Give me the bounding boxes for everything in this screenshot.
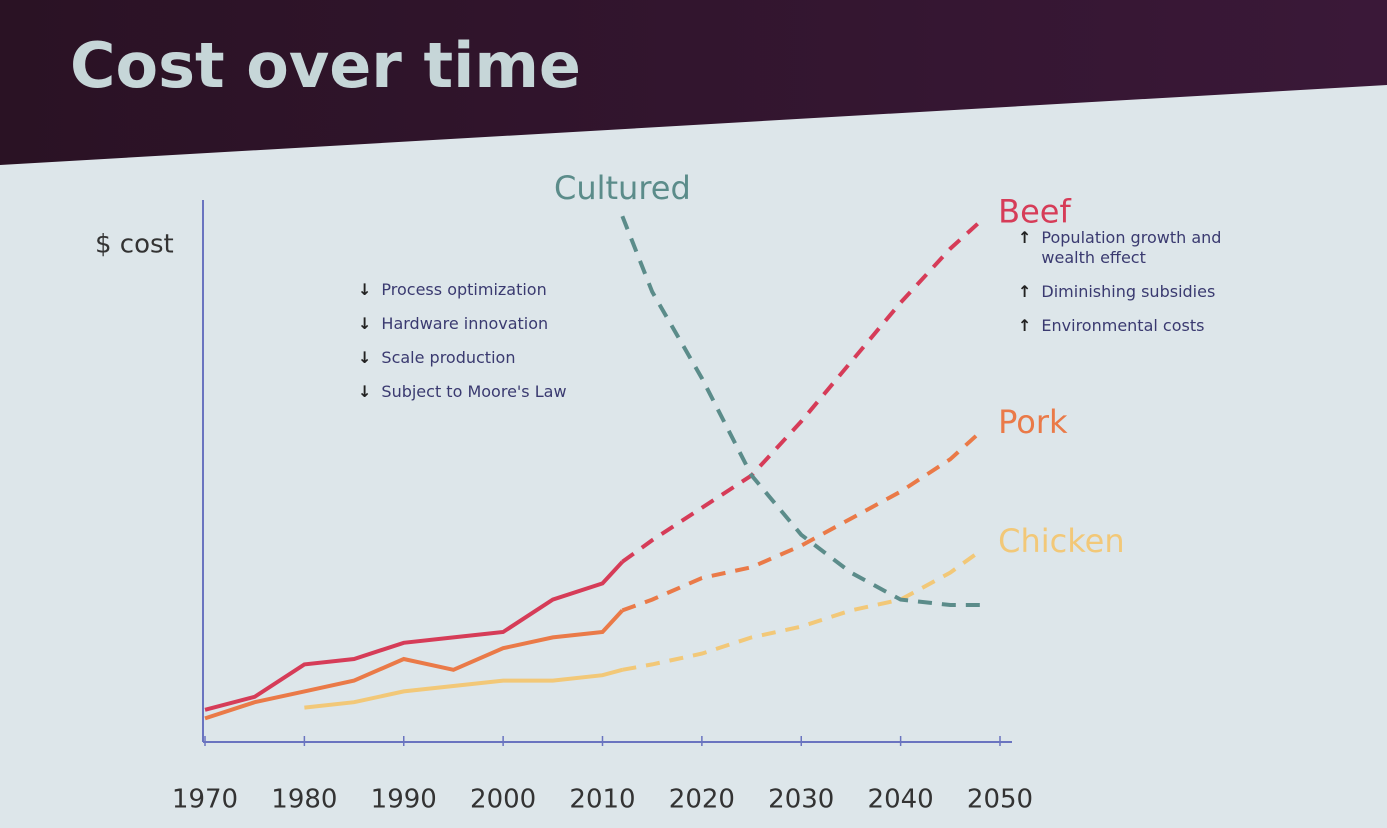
annotations-right: ↑Population growth and wealth effect↑Dim…: [1018, 228, 1248, 336]
series-line: [622, 222, 980, 562]
x-tick-label: 2030: [768, 785, 834, 815]
x-tick-label: 2040: [868, 785, 934, 815]
arrow-icon: ↑: [1018, 316, 1031, 336]
annotation-text: Hardware innovation: [381, 314, 548, 334]
annotation: ↑Population growth and wealth effect: [1018, 228, 1248, 268]
series-label: Chicken: [998, 522, 1124, 560]
arrow-icon: ↓: [358, 280, 371, 300]
arrow-icon: ↑: [1018, 282, 1031, 302]
series-label: Cultured: [554, 169, 691, 207]
series-label: Pork: [998, 403, 1068, 441]
x-tick-label: 2050: [967, 785, 1033, 815]
chart-title: Cost over time: [70, 29, 581, 102]
annotation: ↓ Process optimization: [358, 280, 578, 300]
x-tick-label: 1970: [172, 785, 238, 815]
annotation-text: Diminishing subsidies: [1041, 282, 1215, 302]
arrow-icon: ↑: [1018, 228, 1031, 268]
x-tick-label: 1980: [271, 785, 337, 815]
annotations-left: ↓ Process optimization ↓ Hardware innovatio…: [358, 280, 578, 402]
x-tick-label: 2000: [470, 785, 536, 815]
x-tick-label: 2020: [669, 785, 735, 815]
annotation-text: Population growth and wealth effect: [1041, 228, 1248, 268]
y-axis-label: $ cost: [95, 230, 174, 260]
annotation-text: Scale production: [381, 348, 515, 368]
series-label: Beef: [998, 193, 1071, 231]
annotation-text: Environmental costs: [1041, 316, 1204, 336]
annotation: ↓ Subject to Moore's Law: [358, 382, 578, 402]
series-line: [304, 670, 622, 708]
series-line: [622, 551, 980, 670]
annotation: ↓ Hardware innovation: [358, 314, 578, 334]
series-line: [205, 610, 622, 718]
annotation: ↑ Diminishing subsidies: [1018, 282, 1248, 302]
slide: Cost over time $ cost 1970 1980 1990 2000 20…: [0, 0, 1387, 828]
chart: Cost over time $ cost 1970 1980 1990 2000 20…: [0, 0, 1387, 828]
annotation: ↑ Environmental costs: [1018, 316, 1248, 336]
annotation: ↓ Scale production: [358, 348, 578, 368]
x-tick-label: 2010: [569, 785, 635, 815]
arrow-icon: ↓: [358, 382, 371, 402]
arrow-icon: ↓: [358, 314, 371, 334]
annotation-text: Subject to Moore's Law: [381, 382, 566, 402]
x-tick-label: 1990: [371, 785, 437, 815]
arrow-icon: ↓: [358, 348, 371, 368]
annotation-text: Process optimization: [381, 280, 546, 300]
